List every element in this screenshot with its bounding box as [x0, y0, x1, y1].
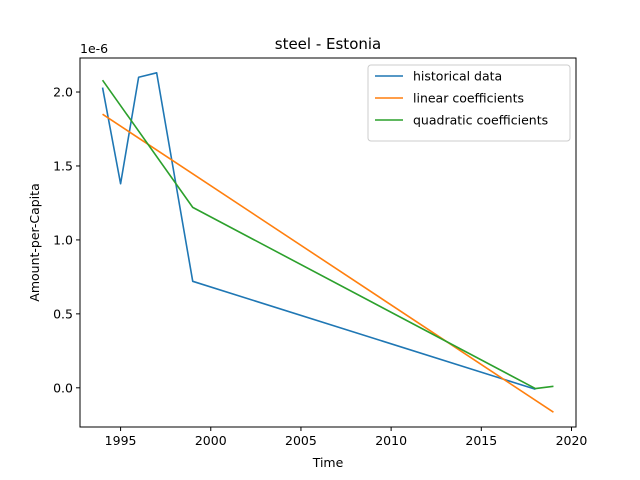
legend-label-linear-coefficients: linear coefficients [413, 91, 524, 106]
series-line-quadratic-coefficients [101, 79, 554, 390]
y-tick-label: 0.0 [53, 380, 73, 395]
x-tick-label: 2005 [285, 433, 317, 448]
series-line-linear-coefficients [102, 113, 554, 413]
series-layer [101, 71, 554, 413]
y-tick-label: 0.5 [53, 306, 73, 321]
series-line-historical-data [101, 71, 536, 391]
x-axis-label: Time [312, 455, 344, 470]
legend-label-quadratic-coefficients: quadratic coefficients [413, 113, 548, 128]
x-tick-label: 1995 [105, 433, 137, 448]
y-tick-label: 2.0 [53, 85, 73, 100]
y-offset-label: 1e-6 [80, 41, 108, 56]
y-tick-label: 1.0 [53, 232, 73, 247]
plot-area [79, 57, 577, 428]
x-tick-label: 2015 [465, 433, 497, 448]
y-axis: 0.0 0.5 1.0 1.5 2.0 [53, 85, 80, 395]
x-tick-label: 2000 [195, 433, 227, 448]
x-axis: 1995 2000 2005 2010 2015 2020 [105, 427, 588, 448]
x-tick-label: 2020 [556, 433, 588, 448]
x-tick-label: 2010 [375, 433, 407, 448]
y-axis-label: Amount-per-Capita [27, 183, 42, 301]
legend-box [367, 64, 571, 142]
y-tick-label: 1.5 [53, 158, 73, 173]
legend: historical data linear coefficients quadra… [367, 64, 571, 142]
chart-title: steel - Estonia [275, 35, 382, 53]
legend-label-historical-data: historical data [413, 69, 502, 84]
